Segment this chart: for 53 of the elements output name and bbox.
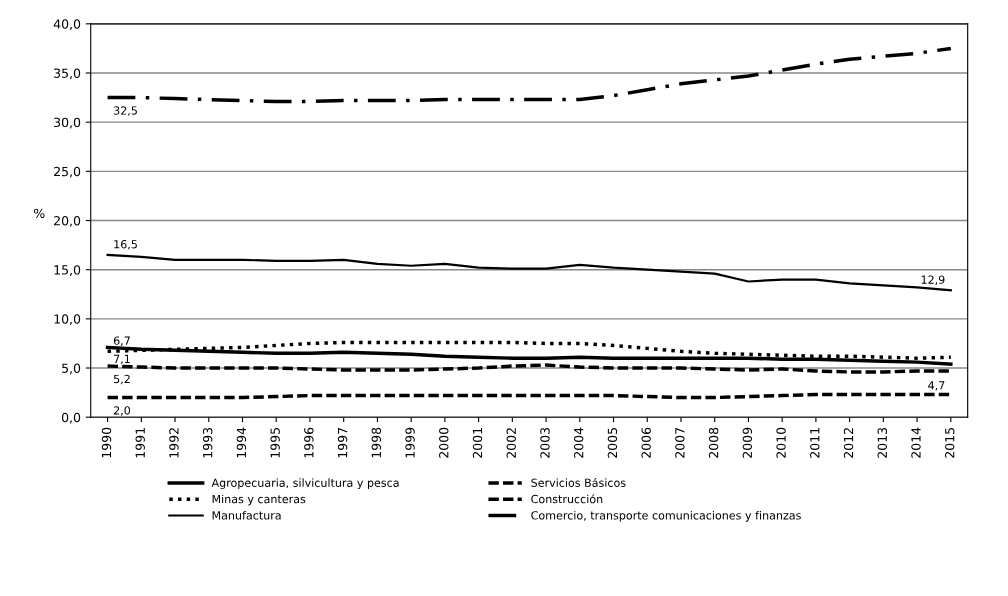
data-label: 4,7 [928,381,945,391]
y-tick-label: 30,0 [54,117,81,129]
x-tick-label: 2007 [675,427,685,458]
data-label: 7,1 [114,354,130,365]
data-label: 16,5 [114,240,137,250]
y-tick-label: 10,0 [54,314,81,326]
x-tick-label: 2005 [607,428,618,458]
x-tick-label: 2000 [439,427,449,458]
line-series [106,253,952,292]
data-label: 2,0 [113,406,131,416]
data-label: 6,7 [113,336,130,346]
x-tick-label: 2013 [877,427,887,458]
x-tick-label: 2010 [776,427,786,458]
data-label: 5,2 [114,374,130,385]
x-tick-label: 1994 [236,427,247,458]
legend-label: Construcción [531,494,603,504]
x-tick-label: 1999 [405,427,415,458]
y-axis-title: % [34,208,45,219]
legend-label: Servicios Básicos [531,477,626,487]
data-label: 32,5 [113,106,137,116]
x-tick-label: 1997 [337,427,348,458]
y-tick-label: 20,0 [54,215,81,227]
x-tick-label: 2003 [540,427,550,458]
y-tick-label: 0,0 [61,412,81,424]
x-tick-label: 1996 [304,427,314,458]
x-tick-label: 2012 [843,428,854,458]
legend-label: Agropecuaria, silvicultura y pesca [211,478,399,490]
x-tick-label: 2002 [506,428,516,458]
x-tick-label: 2001 [472,428,483,458]
y-tick-label: 5,0 [62,363,81,375]
x-tick-label: 1993 [202,427,213,458]
y-tick-label: 40,0 [53,19,81,31]
line-series [105,46,953,104]
x-tick-label: 1992 [169,428,179,458]
legend-label: Manufactura [212,510,281,520]
x-tick-label: 1991 [135,428,145,458]
y-tick-label: 35,0 [54,68,81,80]
x-tick-label: 2008 [708,427,719,458]
data-label: 12,9 [921,275,945,285]
x-tick-label: 2014 [911,427,921,458]
x-tick-label: 1990 [101,427,112,458]
line-series [105,345,953,366]
x-tick-label: 1998 [371,427,382,458]
x-tick-label: 2011 [810,428,820,458]
x-tick-label: 2004 [573,427,584,458]
x-tick-label: 2015 [944,428,955,458]
x-tick-label: 2009 [742,427,753,458]
legend-label: Minas y canteras [212,494,306,506]
x-tick-label: 2006 [641,427,651,458]
y-tick-label: 15,0 [54,265,81,276]
legend-label: Comercio, transporte comunicaciones y finanzas [531,510,801,522]
x-tick-label: 1995 [270,428,280,458]
y-tick-label: 25,0 [54,166,81,178]
